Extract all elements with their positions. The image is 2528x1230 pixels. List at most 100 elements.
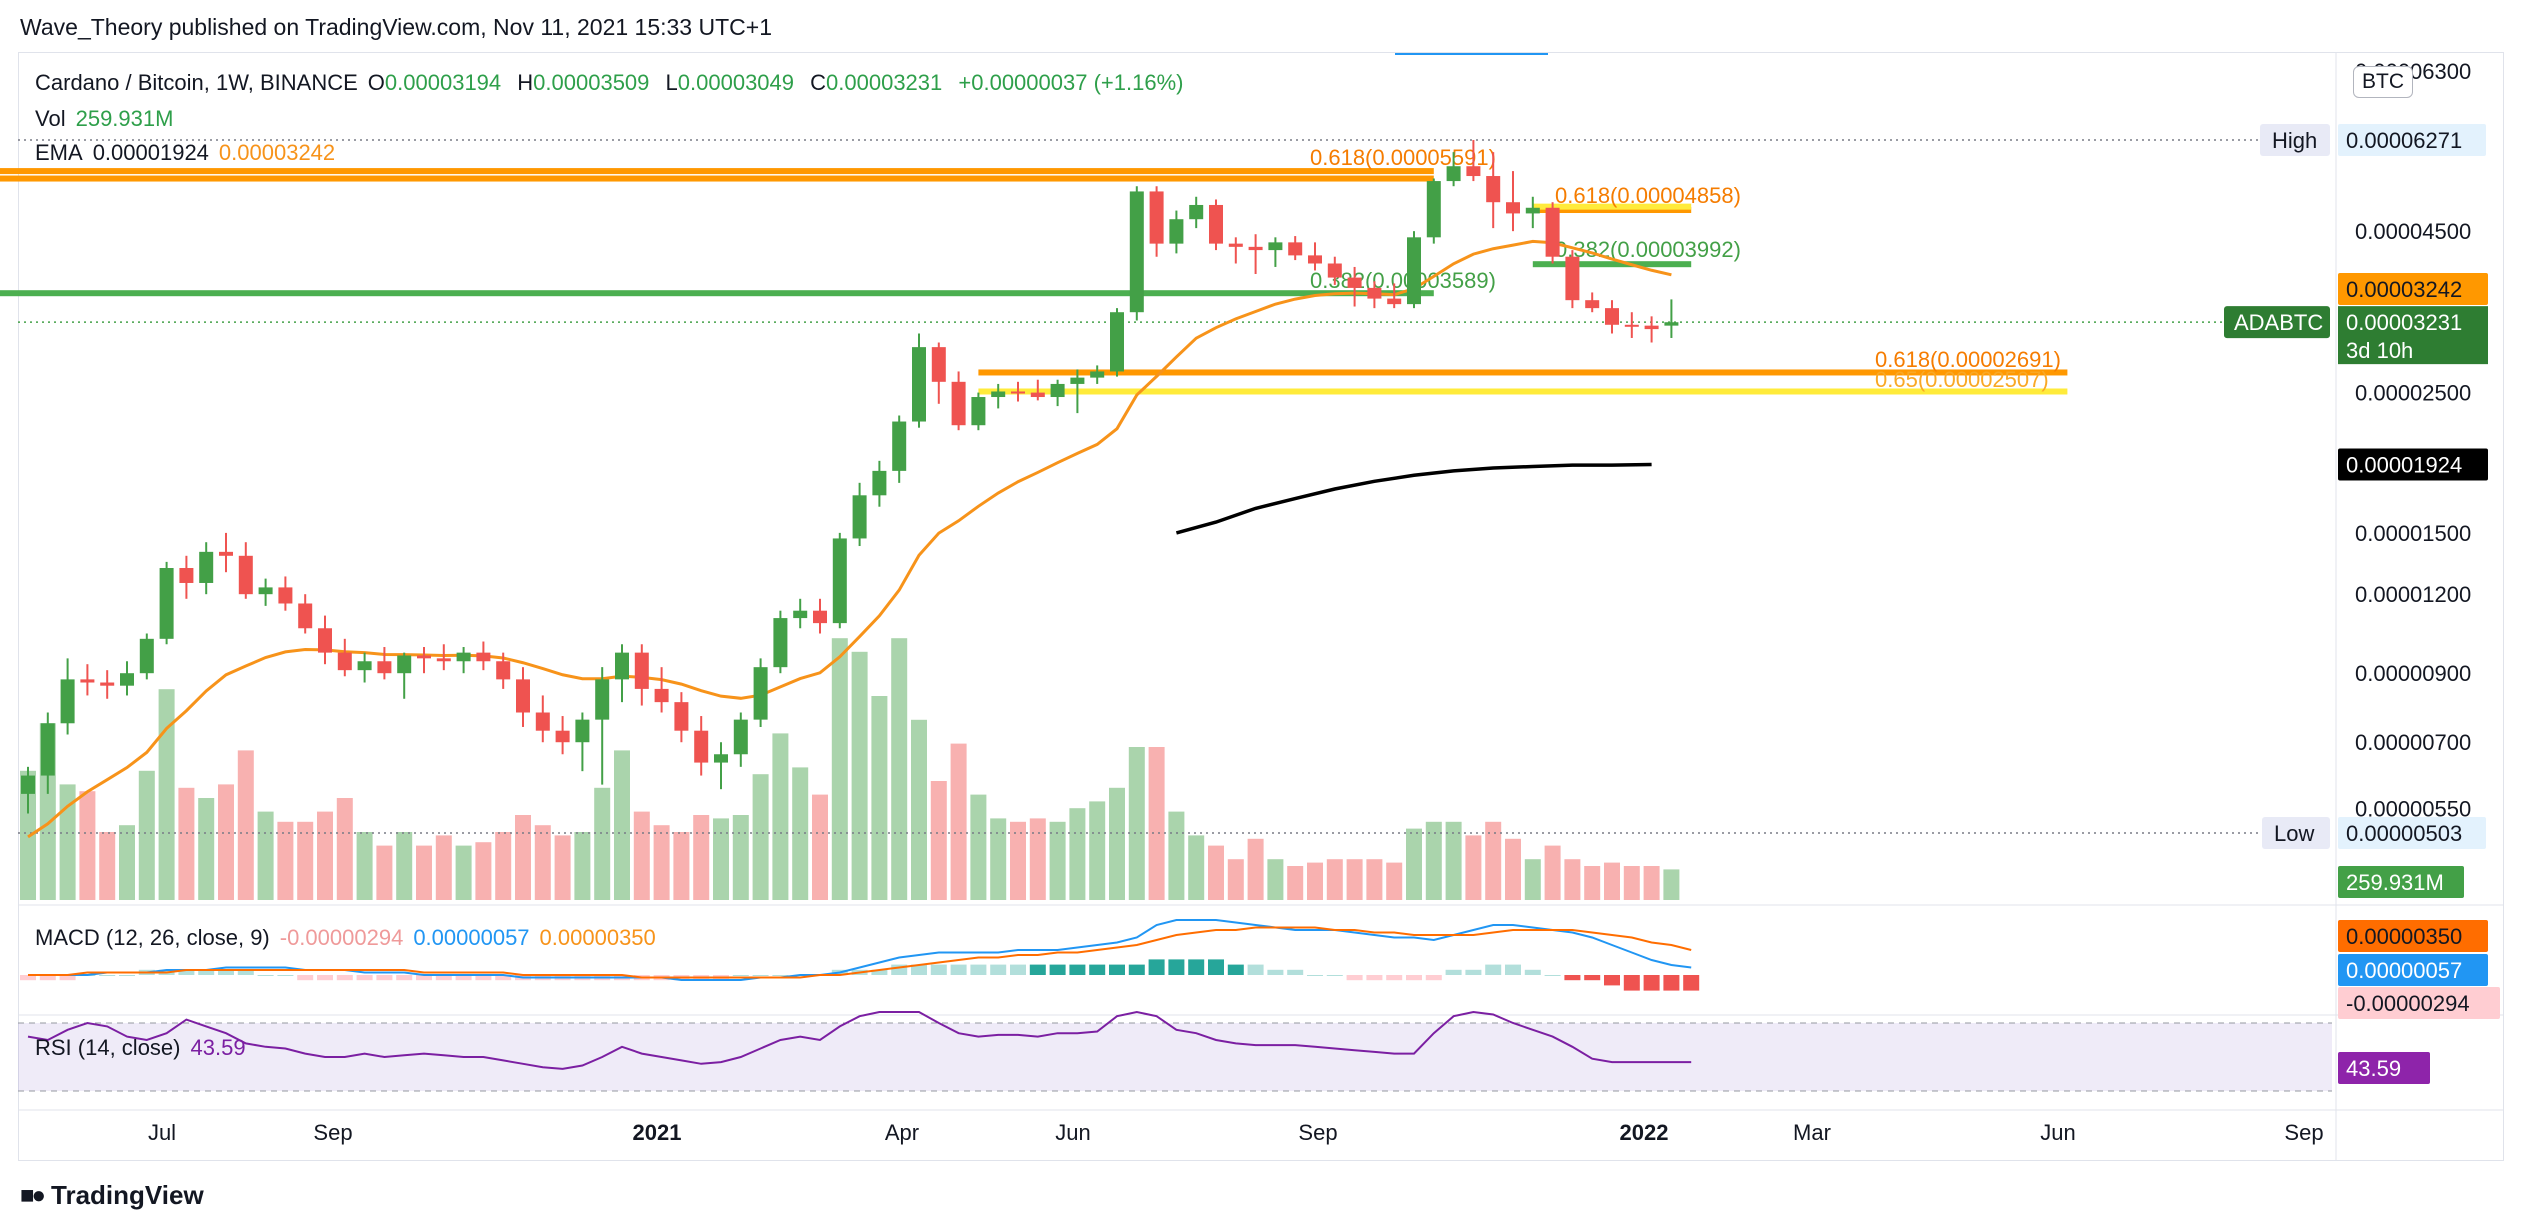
volume-bar [1307, 862, 1323, 900]
macd-histogram-bar [1406, 975, 1422, 981]
low-label: Low [2274, 821, 2314, 846]
macd-histogram-bar [1208, 959, 1224, 975]
macd-histogram-bar [1188, 959, 1205, 975]
volume-bar [970, 794, 987, 900]
currency-badge[interactable]: BTC [2353, 66, 2413, 98]
legend-close-label: C [810, 70, 827, 95]
macd-histogram-bar [950, 964, 967, 975]
fib-level-line [978, 369, 2068, 376]
candle-body [971, 397, 986, 426]
fib-level-line [1532, 261, 1692, 268]
candle-body [1407, 237, 1421, 305]
volume-bar [1663, 869, 1680, 900]
volume-bar [1346, 859, 1363, 900]
macd-histogram-bar [1247, 964, 1264, 975]
macd-histogram-bar [970, 964, 987, 975]
volume-bar [1128, 747, 1145, 900]
volume-bar [930, 781, 947, 900]
candle-body [912, 347, 926, 422]
ema-black-line [1175, 462, 1652, 535]
volume-bar [198, 798, 215, 900]
volume-bar [1247, 838, 1264, 900]
volume-bar [594, 787, 611, 900]
macd-histogram-bar [495, 975, 512, 981]
candle-body [694, 730, 709, 763]
fib-level-line [1532, 207, 1692, 214]
volume-bar [99, 832, 116, 900]
macd-hist-tag-bg [2338, 987, 2500, 1019]
candle-body [1228, 243, 1243, 247]
macd-histogram-bar [1366, 975, 1383, 981]
volume-bar [119, 825, 135, 900]
candle-body [1624, 324, 1639, 327]
volume-bar [218, 784, 234, 900]
candle-body [1585, 300, 1600, 309]
main-legend: Cardano / Bitcoin, 1W, BINANCE O0.0000319… [35, 70, 1193, 96]
macd-tag: 0.00000057 [2346, 958, 2462, 983]
price-tick-label: 0.00000700 [2355, 730, 2471, 755]
macd-hist-tag: -0.00000294 [2346, 991, 2470, 1016]
macd-histogram-bar [1623, 975, 1640, 991]
macd-histogram-bar [1089, 964, 1106, 975]
macd-histogram-bar [297, 975, 314, 981]
macd-histogram-bar [1663, 975, 1680, 991]
candle-body [832, 538, 847, 624]
candle-body [793, 610, 808, 619]
candle-body [1149, 191, 1164, 244]
macd-histogram-bar [20, 975, 36, 981]
candle-body [238, 555, 253, 595]
candle-body [476, 652, 491, 662]
volume-bar [1505, 838, 1521, 900]
candle-body [100, 682, 115, 686]
high-price-tag: 0.00006271 [2346, 128, 2462, 153]
macd-histogram-bar [218, 969, 234, 975]
vol-label: Vol [35, 106, 66, 131]
candle-body [634, 652, 649, 689]
candle-body [80, 679, 95, 683]
candle-body [813, 610, 827, 624]
volume-bar [237, 750, 254, 900]
tradingview-footer[interactable]: ■● TradingView [20, 1180, 204, 1211]
candle-body [773, 618, 788, 668]
macd-value: 0.00000057 [413, 925, 530, 950]
macd-histogram-bar [1069, 964, 1086, 975]
countdown-label: 3d 10h [2346, 338, 2413, 363]
candle-body [357, 661, 372, 671]
candle-body [1248, 246, 1263, 251]
high-label-bg [2260, 124, 2330, 156]
candle-body [1011, 391, 1025, 394]
legend-open: 0.00003194 [384, 70, 502, 95]
macd-histogram-bar [237, 969, 254, 975]
candle-body [139, 638, 154, 674]
price-tick-label: 0.00001200 [2355, 582, 2471, 607]
macd-tag-bg [2338, 954, 2488, 986]
rsi-tag-bg [2338, 1052, 2430, 1084]
candle-body [1605, 308, 1619, 325]
symbol-label-bg [2224, 306, 2330, 339]
candle-body [1486, 176, 1501, 203]
legend-low-label: L [665, 70, 678, 95]
candle-body [337, 652, 352, 671]
candle-body [120, 673, 134, 686]
candle-body [1644, 325, 1659, 330]
candle-body [733, 719, 748, 755]
macd-histogram-bar [416, 975, 432, 981]
candle-body [1387, 298, 1402, 305]
volume-bar [416, 845, 432, 900]
volume-bar [1109, 787, 1125, 900]
volume-bar [1604, 862, 1620, 900]
macd-histogram-bar [1505, 964, 1521, 975]
x-tick-label: Jun [2040, 1120, 2075, 1145]
volume-bar [495, 832, 512, 900]
candle-body [654, 688, 669, 703]
candle-body [1070, 377, 1085, 384]
macd-hist-value: -0.00000294 [279, 925, 404, 950]
x-tick-label: Sep [1298, 1120, 1337, 1145]
volume-bar [1544, 845, 1561, 900]
volume-bar [633, 811, 650, 900]
macd-histogram-bar [198, 969, 215, 975]
macd-histogram-bar [1010, 964, 1026, 975]
candle-body [1664, 322, 1679, 326]
volume-bar [297, 821, 314, 900]
